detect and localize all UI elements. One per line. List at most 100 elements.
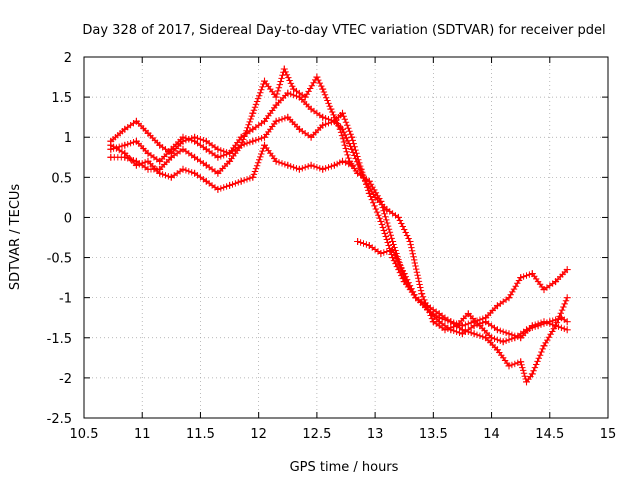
data-point: [517, 358, 525, 366]
data-point: [191, 169, 199, 177]
data-point: [505, 330, 513, 338]
data-point: [272, 93, 280, 101]
data-point: [505, 294, 513, 302]
x-tick-label: 14.5: [535, 427, 564, 442]
series-trace-3: [107, 113, 571, 346]
x-tick-label: 12: [250, 427, 267, 442]
data-point: [121, 125, 129, 133]
chart-title: Day 328 of 2017, Sidereal Day-to-day VTE…: [82, 23, 605, 38]
data-point: [441, 326, 449, 334]
y-axis-label: SDTVAR / TECUs: [8, 184, 23, 291]
data-point: [249, 125, 257, 133]
data-point: [214, 145, 222, 153]
data-point: [132, 161, 140, 169]
data-point: [464, 310, 472, 318]
data-point: [249, 173, 257, 181]
y-tick-label: 2: [64, 51, 72, 66]
y-tick-label: -0.5: [47, 252, 72, 267]
data-point: [424, 306, 431, 314]
data-point: [214, 169, 222, 177]
grid: [84, 57, 608, 418]
x-tick-label: 10.5: [70, 427, 99, 442]
data-point: [458, 326, 466, 334]
data-point: [144, 129, 152, 137]
y-tick-label: -2.5: [47, 412, 72, 427]
x-tick-label: 13: [367, 427, 384, 442]
data-point: [552, 322, 560, 330]
x-tick-label: 13.5: [419, 427, 448, 442]
y-tick-label: -1: [59, 292, 72, 307]
data-point: [339, 125, 346, 133]
data-point: [144, 157, 152, 165]
data-point: [511, 334, 519, 342]
data-point: [144, 165, 152, 173]
data-point: [261, 133, 268, 141]
data-point: [540, 286, 548, 294]
y-tick-label: 0.5: [51, 171, 72, 186]
x-tick-label: 14: [483, 427, 500, 442]
data-point: [476, 322, 484, 330]
data-point: [132, 137, 140, 145]
data-point: [319, 113, 327, 121]
data-point: [284, 113, 292, 121]
data-point: [563, 318, 571, 326]
data-point: [488, 334, 496, 342]
series-trace-1: [107, 65, 571, 330]
data-point: [167, 173, 175, 181]
data-point: [202, 145, 210, 153]
data-point: [167, 153, 175, 161]
data-point: [470, 330, 478, 338]
series-trace-4: [107, 141, 356, 193]
data-point: [493, 346, 501, 354]
data-point: [400, 270, 408, 278]
data-point: [295, 165, 303, 173]
data-point: [191, 137, 199, 145]
data-point: [563, 266, 571, 274]
data-point: [202, 161, 210, 169]
data-point: [348, 133, 356, 141]
data-point: [121, 141, 129, 149]
series-markers: [107, 65, 569, 329]
data-point: [534, 322, 542, 330]
data-point: [383, 205, 391, 213]
data-point: [295, 125, 303, 133]
data-point: [121, 149, 129, 157]
data-point: [365, 242, 373, 249]
data-point: [272, 101, 280, 109]
axis-ticks: 10.5 11 11.5 12 12.5 13 13.5 14 14.5 1521.510.50-…: [47, 51, 617, 442]
data-point: [202, 137, 210, 145]
data-point: [295, 93, 303, 101]
data-point: [327, 105, 335, 113]
data-point: [144, 149, 152, 157]
data-point: [237, 141, 245, 149]
data-point: [447, 318, 455, 326]
data-point: [493, 302, 501, 310]
data-point: [226, 157, 234, 165]
data-point: [167, 145, 175, 153]
data-point: [394, 213, 402, 221]
data-point: [290, 85, 298, 93]
data-point: [354, 238, 362, 245]
data-point: [339, 109, 346, 117]
data-point: [249, 109, 257, 117]
x-tick-label: 12.5: [302, 427, 331, 442]
data-point: [429, 318, 437, 326]
data-point: [226, 149, 234, 157]
data-point: [249, 137, 257, 145]
data-point: [505, 362, 513, 370]
data-point: [156, 157, 164, 165]
data-point: [517, 274, 525, 282]
series-line: [110, 92, 568, 339]
data-point: [354, 169, 362, 177]
data-point: [307, 105, 315, 113]
data-point: [237, 177, 245, 185]
data-point: [179, 145, 187, 153]
data-point: [319, 121, 327, 129]
data-point: [418, 290, 426, 298]
data-point: [107, 141, 115, 149]
x-tick-label: 11: [134, 427, 151, 442]
data-point: [377, 218, 385, 225]
x-axis-label: GPS time / hours: [290, 460, 399, 475]
data-point: [360, 173, 367, 181]
data-point: [482, 318, 490, 326]
